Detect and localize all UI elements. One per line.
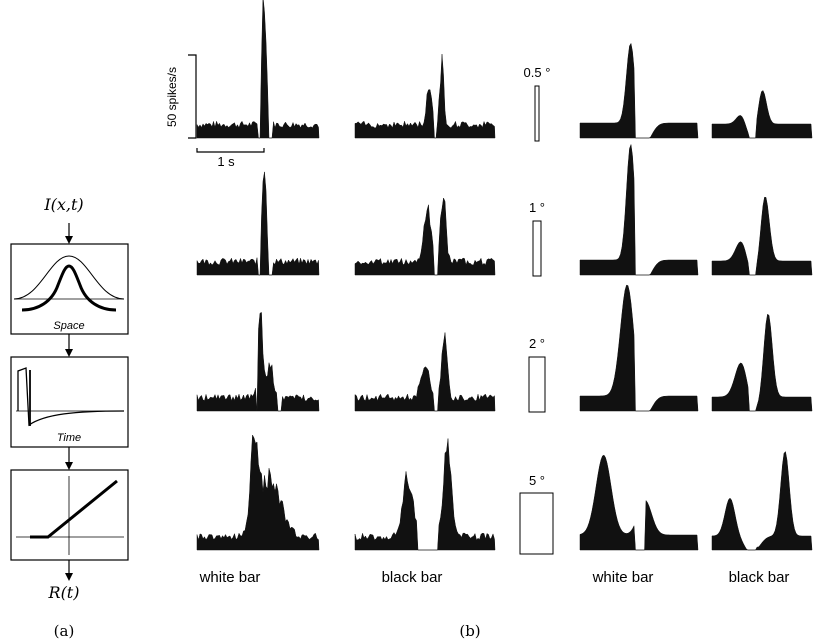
- temporal-impulse-curve: [17, 367, 125, 427]
- bar-width-label: 2 °: [529, 336, 545, 351]
- arrow-down-icon: [65, 462, 73, 470]
- panel-label-a: (a): [54, 622, 75, 640]
- panel-label-b: (b): [459, 622, 480, 640]
- surround-gaussian-curve: [13, 255, 125, 300]
- input-label: I(x,t): [43, 195, 83, 214]
- bar-width-label: 0.5 °: [524, 65, 551, 80]
- spike-histogram: [196, 311, 320, 412]
- bar-stimulus-icon: [519, 492, 554, 555]
- column-label: black bar: [729, 569, 790, 586]
- spike-histogram: [196, 171, 320, 276]
- center-gaussian-curve: [21, 264, 117, 312]
- time-scale-bar: 1 s: [196, 148, 265, 169]
- output-label: R(t): [48, 583, 80, 602]
- bar-stimulus-icon: [532, 220, 542, 277]
- spike-histogram: [196, 0, 320, 139]
- column-label: white bar: [592, 569, 654, 586]
- response-histograms: [196, 0, 813, 551]
- model-response-trace: [579, 454, 699, 551]
- time-scale-label: 1 s: [217, 154, 235, 169]
- rectification-curve: [30, 479, 118, 539]
- spike-histogram: [354, 54, 496, 139]
- column-label: black bar: [382, 569, 443, 586]
- time-label: Time: [57, 432, 81, 444]
- model-response-trace: [711, 196, 813, 276]
- model-response-trace: [711, 313, 813, 412]
- rate-scale-bar: 50 spikes/s: [165, 54, 197, 139]
- spike-histogram: [196, 434, 320, 551]
- bar-stimulus-icon: [528, 356, 546, 413]
- bar-width-label: 5 °: [529, 473, 545, 488]
- spike-histogram: [354, 197, 496, 276]
- rate-scale-label: 50 spikes/s: [165, 67, 179, 127]
- nonlinearity-box: [10, 469, 129, 561]
- bar-stimulus-icon: [534, 85, 540, 142]
- space-label: Space: [53, 320, 84, 332]
- spike-histogram: [354, 438, 496, 551]
- model-response-trace: [579, 144, 699, 276]
- arrow-down-icon: [65, 573, 73, 581]
- model-response-trace: [579, 42, 699, 139]
- model-diagram: I(x,t) Space Time R(t): [10, 195, 129, 602]
- spike-histogram: [354, 332, 496, 412]
- column-label: white bar: [199, 569, 261, 586]
- model-response-trace: [711, 90, 813, 139]
- bar-width-label: 1 °: [529, 200, 545, 215]
- stimulus-bar-icons: 0.5 ° 1 ° 2 ° 5 °: [519, 65, 554, 555]
- model-response-trace: [711, 451, 813, 551]
- model-response-trace: [579, 284, 699, 412]
- arrow-down-icon: [65, 349, 73, 357]
- arrow-down-icon: [65, 236, 73, 244]
